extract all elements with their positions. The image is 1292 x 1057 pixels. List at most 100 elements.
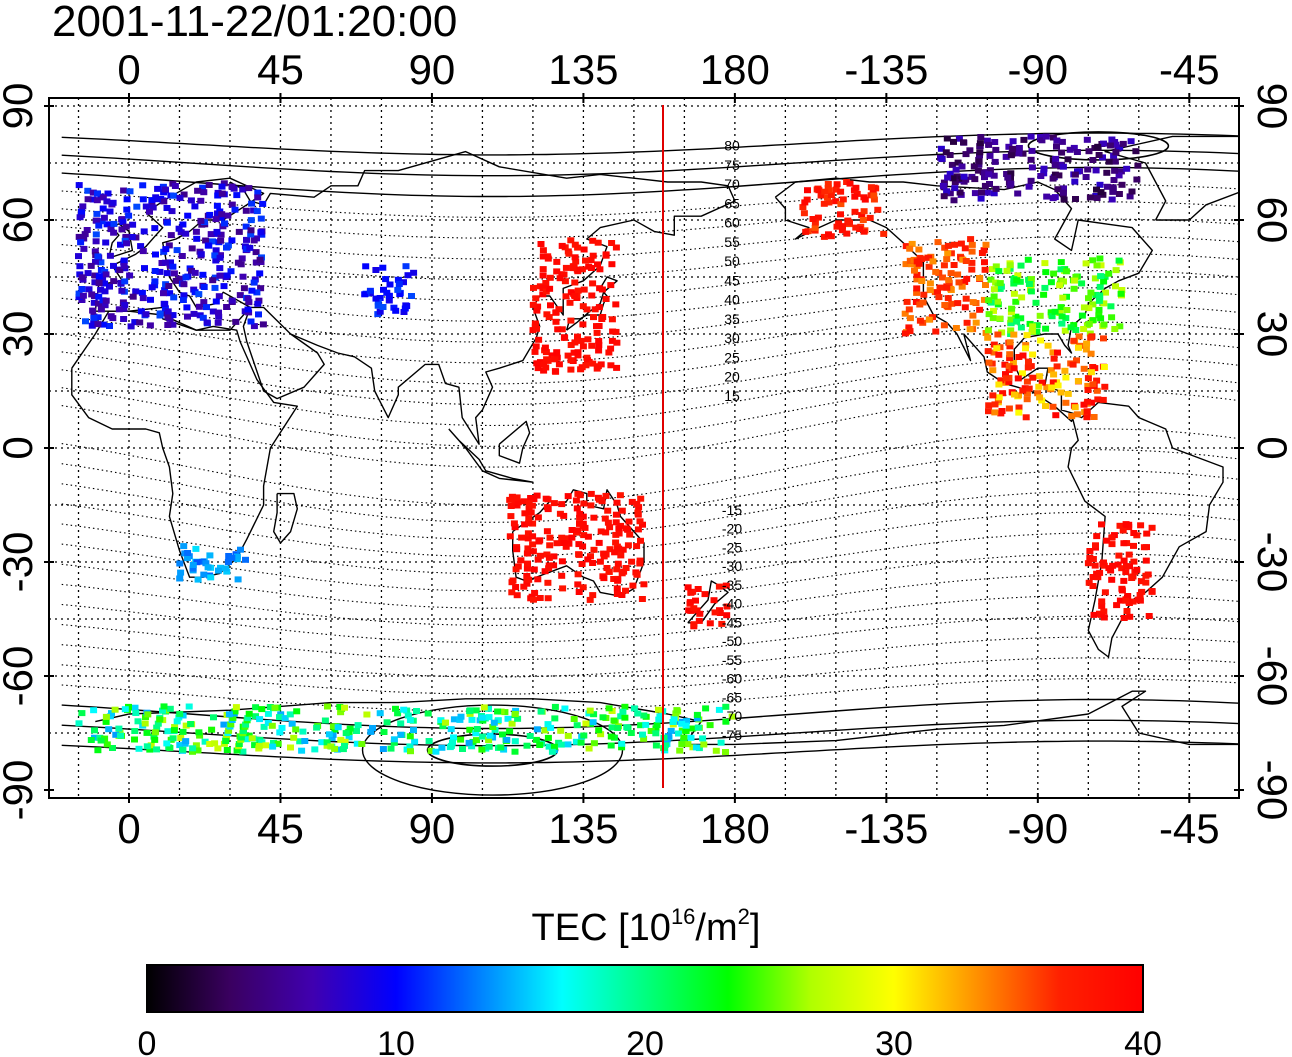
tec-cell [188,267,195,274]
tec-cell [686,599,694,606]
tec-cell [997,283,1005,290]
tec-cell [1071,277,1078,284]
tec-cell [1056,282,1064,289]
tec-cell [944,242,952,249]
tec-cell [991,139,999,145]
tec-cell [529,541,537,548]
tec-cell [712,747,720,754]
tec-cell [137,243,145,250]
tec-cell [1024,364,1032,371]
lon-ticks-top: 0 45 90 135 180 -135 -90 -45 [117,46,1219,93]
tec-cell [248,287,256,294]
tec-cell [97,306,105,313]
tec-cell [1058,149,1066,156]
tec-cell [200,284,208,290]
tec-cell [1133,176,1141,183]
tec-cell [1117,290,1125,297]
tec-cell [1054,349,1061,356]
tec-cell [984,348,992,355]
mlat-label: -25 [722,539,742,555]
tec-cell [544,506,552,513]
tec-cell [201,738,209,745]
tec-cell [629,582,637,589]
tec-cell [1087,289,1095,296]
tec-cell [93,217,101,224]
tec-cell [1122,521,1130,528]
tec-cell [1112,149,1120,156]
tec-cell [187,197,195,204]
tec-cell [1042,133,1050,140]
tec-cell [961,245,969,252]
tec-cell [103,741,111,748]
tec-cell [524,560,531,567]
tec-cell [109,315,117,322]
tec-cell [607,345,615,352]
tec-cell [151,278,159,285]
tec-cell [1042,269,1050,276]
tec-cell [944,295,952,302]
tec-cell [586,707,594,714]
tec-cell [550,500,558,507]
tec-cell [983,189,991,196]
tec-cell [1008,305,1016,312]
tec-cell [84,187,92,194]
tec-cell [617,552,625,559]
tec-cell [577,739,585,746]
tec-cell [106,713,114,720]
lat-tick-label-left: -60 [0,646,41,707]
lat-tick-label-left: -90 [0,760,41,821]
tec-cell [216,265,224,272]
tec-cell [1120,557,1128,564]
tec-cell [1103,169,1111,176]
tec-cell [576,492,584,499]
tec-cell [457,713,465,720]
lat-tick-label-left: -30 [0,532,41,593]
tec-cell [117,732,124,739]
tec-cell [177,734,185,741]
tec-cell [511,524,519,531]
tec-cell [376,308,384,315]
tec-cell [503,736,511,743]
colorbar-title-close: ] [749,907,761,949]
tec-cell [1025,281,1033,287]
tec-cell [276,714,283,721]
tec-cell [160,198,168,205]
colorbar [146,964,1144,1013]
tec-cell [120,187,128,194]
tec-cell [90,707,98,714]
lon-tick-label-top: -45 [1159,46,1220,93]
tec-cell [618,744,626,751]
tec-cell [1029,374,1037,381]
mlat-label: 35 [724,311,740,327]
mlat-label: 75 [724,157,740,173]
tec-cell [587,257,595,264]
tec-cell [821,188,829,195]
tec-cell [968,266,976,273]
tec-cell [255,742,263,749]
tec-cell [581,524,589,531]
tec-cell [236,292,244,299]
tec-cell [595,341,603,348]
tec-cell [341,738,349,745]
tec-cell [542,364,550,371]
tec-cell [122,233,130,240]
tec-cell [675,730,682,737]
tec-cell [722,703,730,710]
tec-cell [191,289,199,296]
tec-cell [1041,260,1049,267]
tec-cell [615,525,623,532]
tec-cell [1105,158,1113,165]
tec-cell [618,570,626,577]
tec-cell [180,281,188,288]
tec-cell [954,159,962,166]
tec-cell [92,258,99,265]
tec-cell [513,592,521,599]
tec-cell [573,266,581,273]
tec-cell [210,714,217,721]
tec-cell [529,520,537,527]
tec-cell [638,596,646,602]
tec-cell [148,284,156,291]
tec-cell [1075,333,1083,340]
tec-cell [1044,342,1052,349]
mlat-contour [61,235,1239,281]
